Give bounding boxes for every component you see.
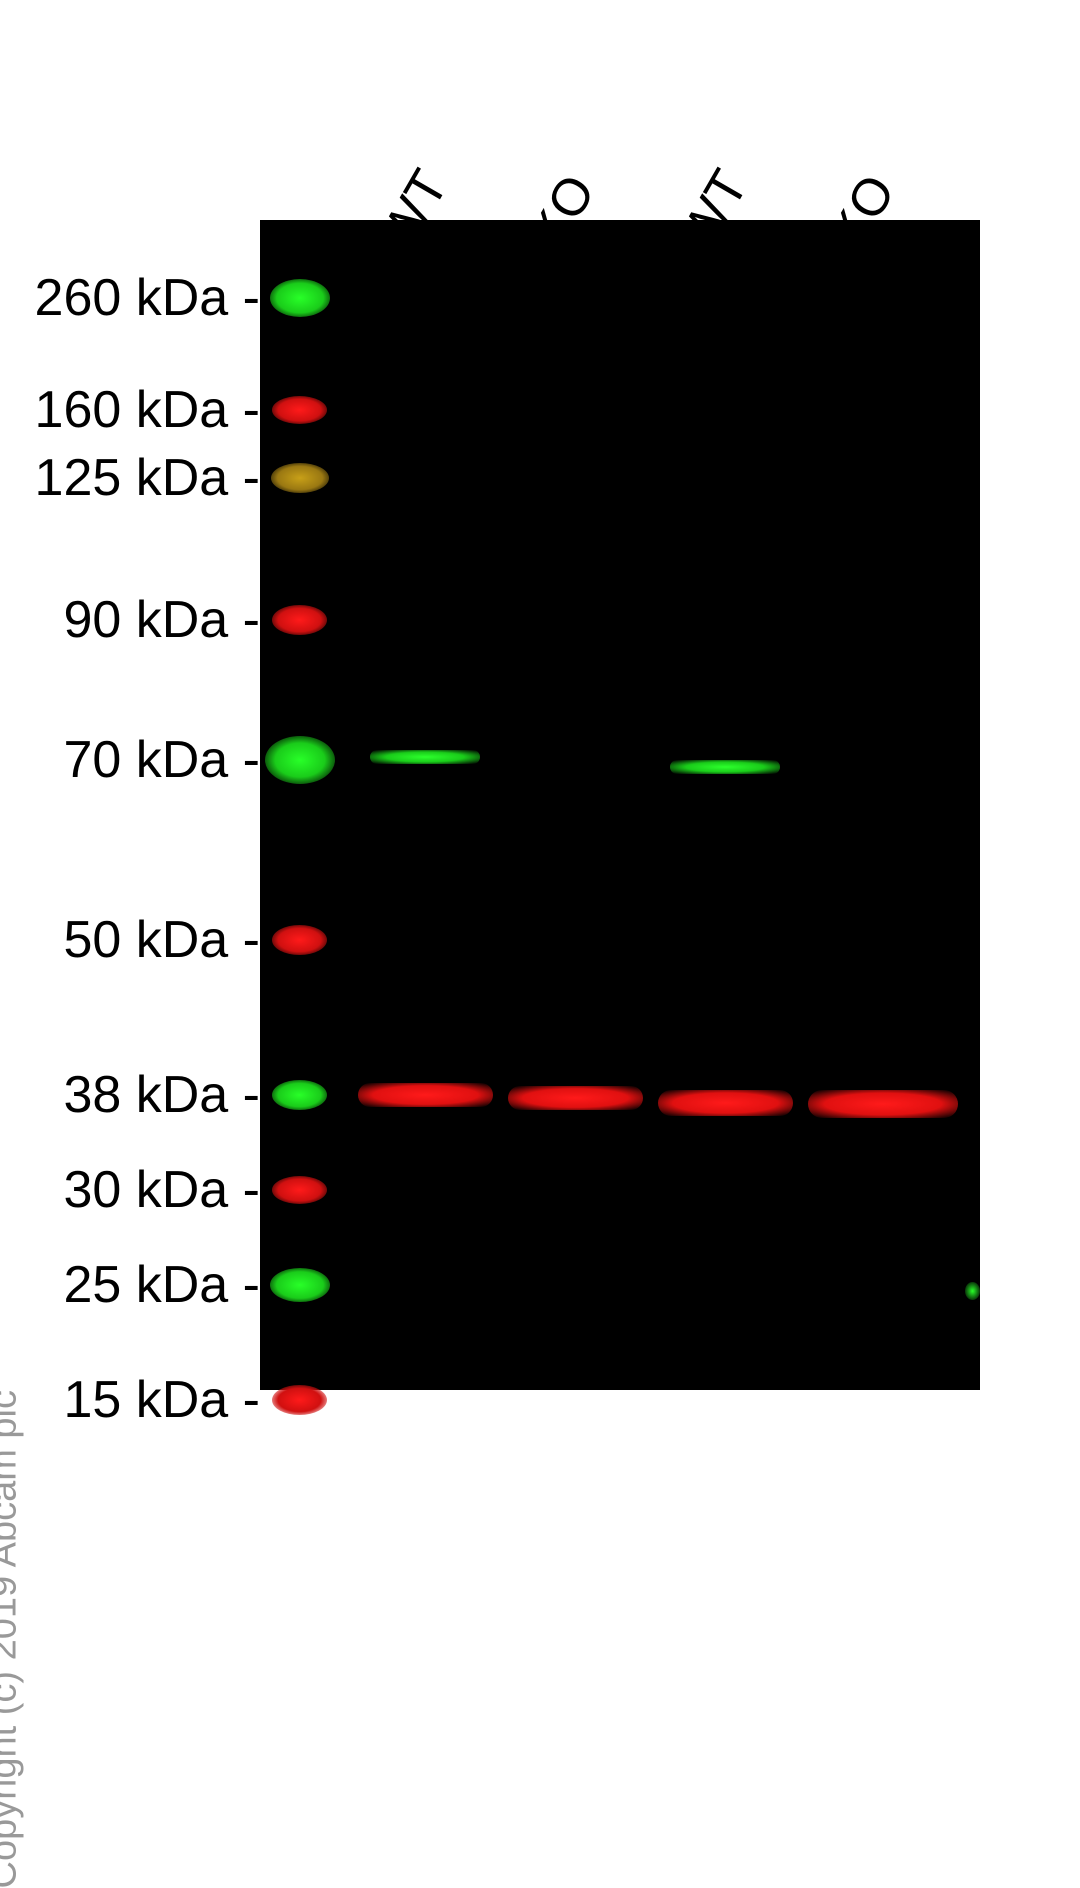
mw-label-30: 30 kDa -: [63, 1160, 260, 1220]
mw-label-50: 50 kDa -: [63, 910, 260, 970]
mw-label-260: 260 kDa -: [35, 268, 260, 328]
target-band-wt-1: [370, 750, 480, 764]
ladder-band-38: [272, 1080, 327, 1110]
ladder-band-70: [265, 736, 335, 784]
ladder-band-50: [272, 925, 327, 955]
ladder-band-90: [272, 605, 327, 635]
mw-label-25: 25 kDa -: [63, 1255, 260, 1315]
ladder-band-15: [272, 1385, 327, 1415]
edge-artifact: [965, 1282, 980, 1300]
mw-label-70: 70 kDa -: [63, 730, 260, 790]
western-blot-figure: WT KO WT KO 260 kDa - 160 kDa - 125 kDa …: [0, 0, 1080, 1514]
ladder-band-30: [272, 1176, 327, 1204]
mw-label-125: 125 kDa -: [35, 448, 260, 508]
mw-label-15: 15 kDa -: [63, 1370, 260, 1430]
mw-label-90: 90 kDa -: [63, 590, 260, 650]
mw-label-160: 160 kDa -: [35, 380, 260, 440]
blot-region: [260, 220, 980, 1390]
loading-band-lane-1: [358, 1083, 493, 1107]
ladder-band-25: [270, 1268, 330, 1302]
loading-band-lane-4: [808, 1090, 958, 1118]
loading-band-lane-3: [658, 1090, 793, 1116]
copyright-text: Copyright (c) 2019 Abcam plc: [0, 1390, 25, 1888]
mw-label-38: 38 kDa -: [63, 1065, 260, 1125]
ladder-band-125: [271, 463, 329, 493]
ladder-band-160: [272, 396, 327, 424]
ladder-band-260: [270, 279, 330, 317]
target-band-wt-2: [670, 760, 780, 774]
loading-band-lane-2: [508, 1086, 643, 1110]
